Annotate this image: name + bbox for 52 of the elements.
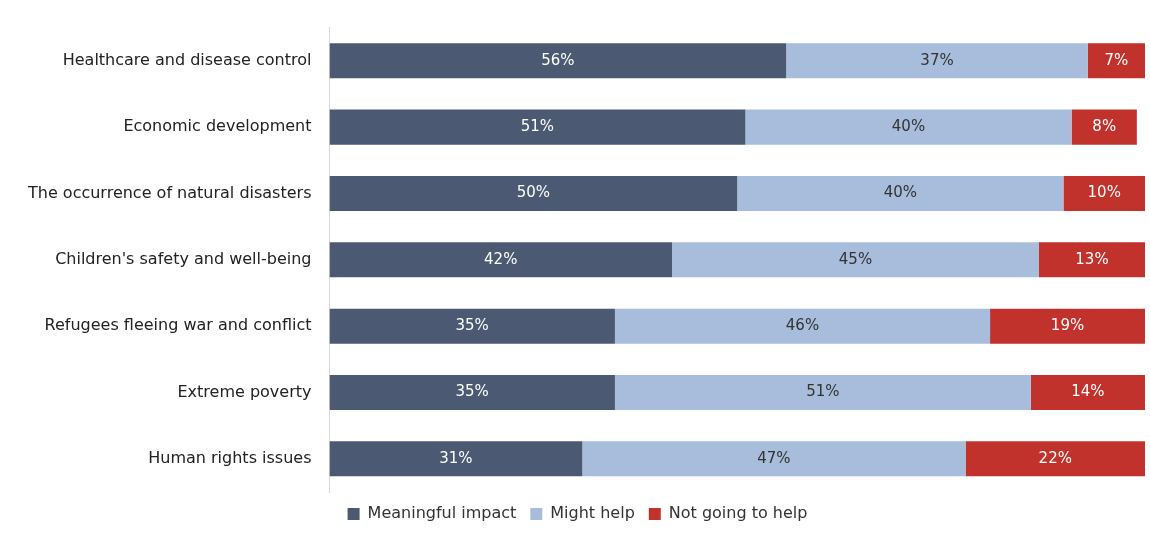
bar xyxy=(745,109,1072,145)
bar xyxy=(1063,175,1145,211)
data-label: 56% xyxy=(541,50,575,69)
bar xyxy=(329,308,615,344)
data-label: 51% xyxy=(520,117,555,135)
y-tick-label: Extreme poverty xyxy=(177,381,312,401)
data-label: 22% xyxy=(1038,448,1072,467)
data-label: 45% xyxy=(838,249,873,268)
bar xyxy=(614,374,1031,410)
data-label: 31% xyxy=(439,448,473,467)
bar xyxy=(786,43,1088,79)
bar xyxy=(990,308,1145,344)
data-label: 35% xyxy=(455,316,489,335)
bar xyxy=(329,374,615,410)
bar xyxy=(672,242,1039,278)
legend-label: Might help xyxy=(550,503,635,523)
bar xyxy=(1087,43,1145,79)
legend-label: Meaningful impact xyxy=(367,503,517,523)
data-label: 40% xyxy=(883,183,918,202)
bar xyxy=(1071,109,1137,145)
y-tick-label: Children's safety and well-being xyxy=(55,248,312,268)
bar xyxy=(329,109,746,145)
data-label: 13% xyxy=(1075,249,1109,268)
bar xyxy=(1030,374,1145,410)
bar xyxy=(329,43,787,79)
data-label: 7% xyxy=(1104,50,1129,69)
bar xyxy=(614,308,991,344)
data-label: 47% xyxy=(757,448,791,467)
legend-label: Not going to help xyxy=(668,503,808,523)
data-label: 10% xyxy=(1087,183,1121,202)
data-label: 14% xyxy=(1071,382,1105,401)
data-label: 51% xyxy=(806,382,840,401)
y-tick-label: Economic development xyxy=(123,116,312,136)
bar xyxy=(737,175,1064,211)
data-label: 37% xyxy=(920,50,954,69)
data-label: 40% xyxy=(891,117,926,135)
data-label: 42% xyxy=(484,249,518,268)
y-tick-label: Refugees fleeing war and conflict xyxy=(44,315,312,335)
bar xyxy=(329,242,673,278)
bar xyxy=(1038,242,1145,278)
data-label: 46% xyxy=(785,316,820,335)
data-label: 50% xyxy=(516,183,551,202)
bar xyxy=(582,441,966,477)
y-tick-label: Human rights issues xyxy=(148,447,312,467)
data-label: 19% xyxy=(1050,316,1085,335)
data-label: 8% xyxy=(1092,117,1117,135)
bar xyxy=(965,441,1145,477)
y-tick-label: Healthcare and disease control xyxy=(62,49,312,69)
data-label: 35% xyxy=(455,382,489,401)
bar xyxy=(329,441,583,477)
bar xyxy=(329,175,738,211)
y-tick-label: The occurrence of natural disasters xyxy=(26,182,312,202)
